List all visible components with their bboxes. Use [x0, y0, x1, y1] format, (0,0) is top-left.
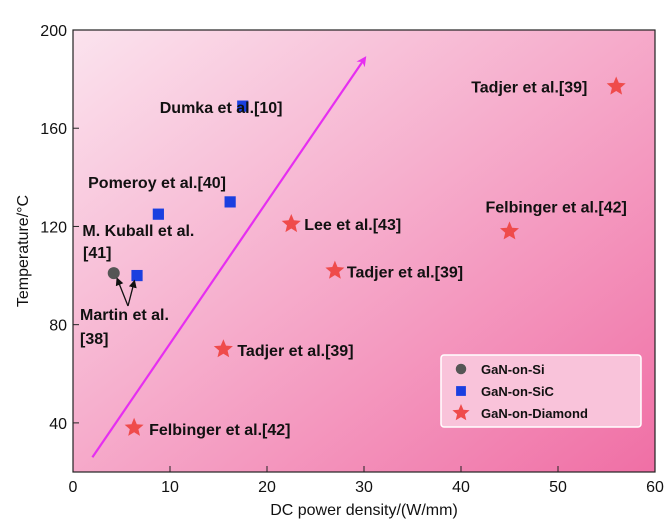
- annotation-pointer: [127, 279, 137, 307]
- x-tick-label: 50: [549, 479, 567, 496]
- legend-box: [440, 354, 642, 428]
- point-label: Lee et al.[43]: [304, 217, 401, 234]
- legend: GaN-on-Si GaN-on-SiC GaN-on-Diamond: [440, 354, 642, 428]
- x-tick-label: 0: [69, 479, 78, 496]
- legend-entry: GaN-on-Si: [481, 362, 545, 377]
- point-label: Dumka et al.[10]: [160, 100, 283, 117]
- y-tick-label: 40: [49, 416, 67, 433]
- x-axis-label: DC power density/(W/mm): [270, 502, 458, 519]
- y-tick-label: 160: [40, 121, 67, 138]
- y-tick-label: 200: [40, 23, 67, 40]
- point-label: M. Kuball et al.: [82, 223, 194, 240]
- square-marker: [131, 269, 143, 282]
- annotation-pointer: [115, 277, 129, 307]
- annotation-kuball-ref: [41]: [83, 245, 111, 262]
- point-label: Pomeroy et al.[40]: [88, 175, 226, 192]
- x-tick-label: 10: [161, 479, 179, 496]
- legend-star-icon: [452, 404, 470, 421]
- square-marker: [152, 208, 164, 220]
- y-axis-label: Temperature/°C: [15, 195, 32, 307]
- star-marker: [325, 260, 345, 279]
- annotation-martin-line1: Martin et al.: [80, 307, 169, 324]
- x-tick-label: 20: [258, 479, 276, 496]
- x-tick-label: 40: [452, 479, 470, 496]
- legend-square-icon: [456, 386, 466, 396]
- star-marker: [281, 214, 301, 233]
- data-points: [107, 76, 626, 436]
- star-marker: [213, 339, 233, 358]
- legend-entry: GaN-on-Diamond: [481, 406, 588, 421]
- point-labels: Dumka et al.[10] Pomeroy et al.[40] M. Kub…: [80, 79, 627, 438]
- star-marker: [500, 221, 519, 240]
- circle-marker: [107, 267, 120, 280]
- annotation-martin-line2: [38]: [80, 331, 108, 348]
- square-marker: [224, 196, 236, 208]
- y-tick-label: 80: [49, 318, 67, 335]
- axis-ticks: 0 10 20 30 40 50 60 40 80 120 160 200: [40, 23, 664, 496]
- legend-entry: GaN-on-SiC: [481, 384, 555, 399]
- x-tick-label: 60: [646, 479, 664, 496]
- square-marker: [237, 100, 249, 112]
- y-tick-label: 120: [40, 219, 67, 236]
- star-marker: [606, 76, 626, 95]
- point-label: Tadjer et al.[39]: [471, 79, 587, 96]
- trend-arrow: [91, 56, 367, 458]
- point-label: Tadjer et al.[39]: [347, 265, 463, 282]
- legend-circle-icon: [455, 363, 467, 375]
- star-marker: [124, 417, 144, 436]
- x-tick-label: 30: [355, 479, 373, 496]
- point-label: Felbinger et al.[42]: [149, 422, 290, 439]
- point-label: Tadjer et al.[39]: [237, 343, 353, 360]
- point-label: Felbinger et al.[42]: [486, 199, 627, 216]
- plot-area-frame: [72, 29, 656, 473]
